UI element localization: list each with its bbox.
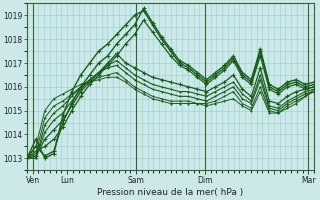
X-axis label: Pression niveau de la mer( hPa ): Pression niveau de la mer( hPa )	[97, 188, 244, 197]
